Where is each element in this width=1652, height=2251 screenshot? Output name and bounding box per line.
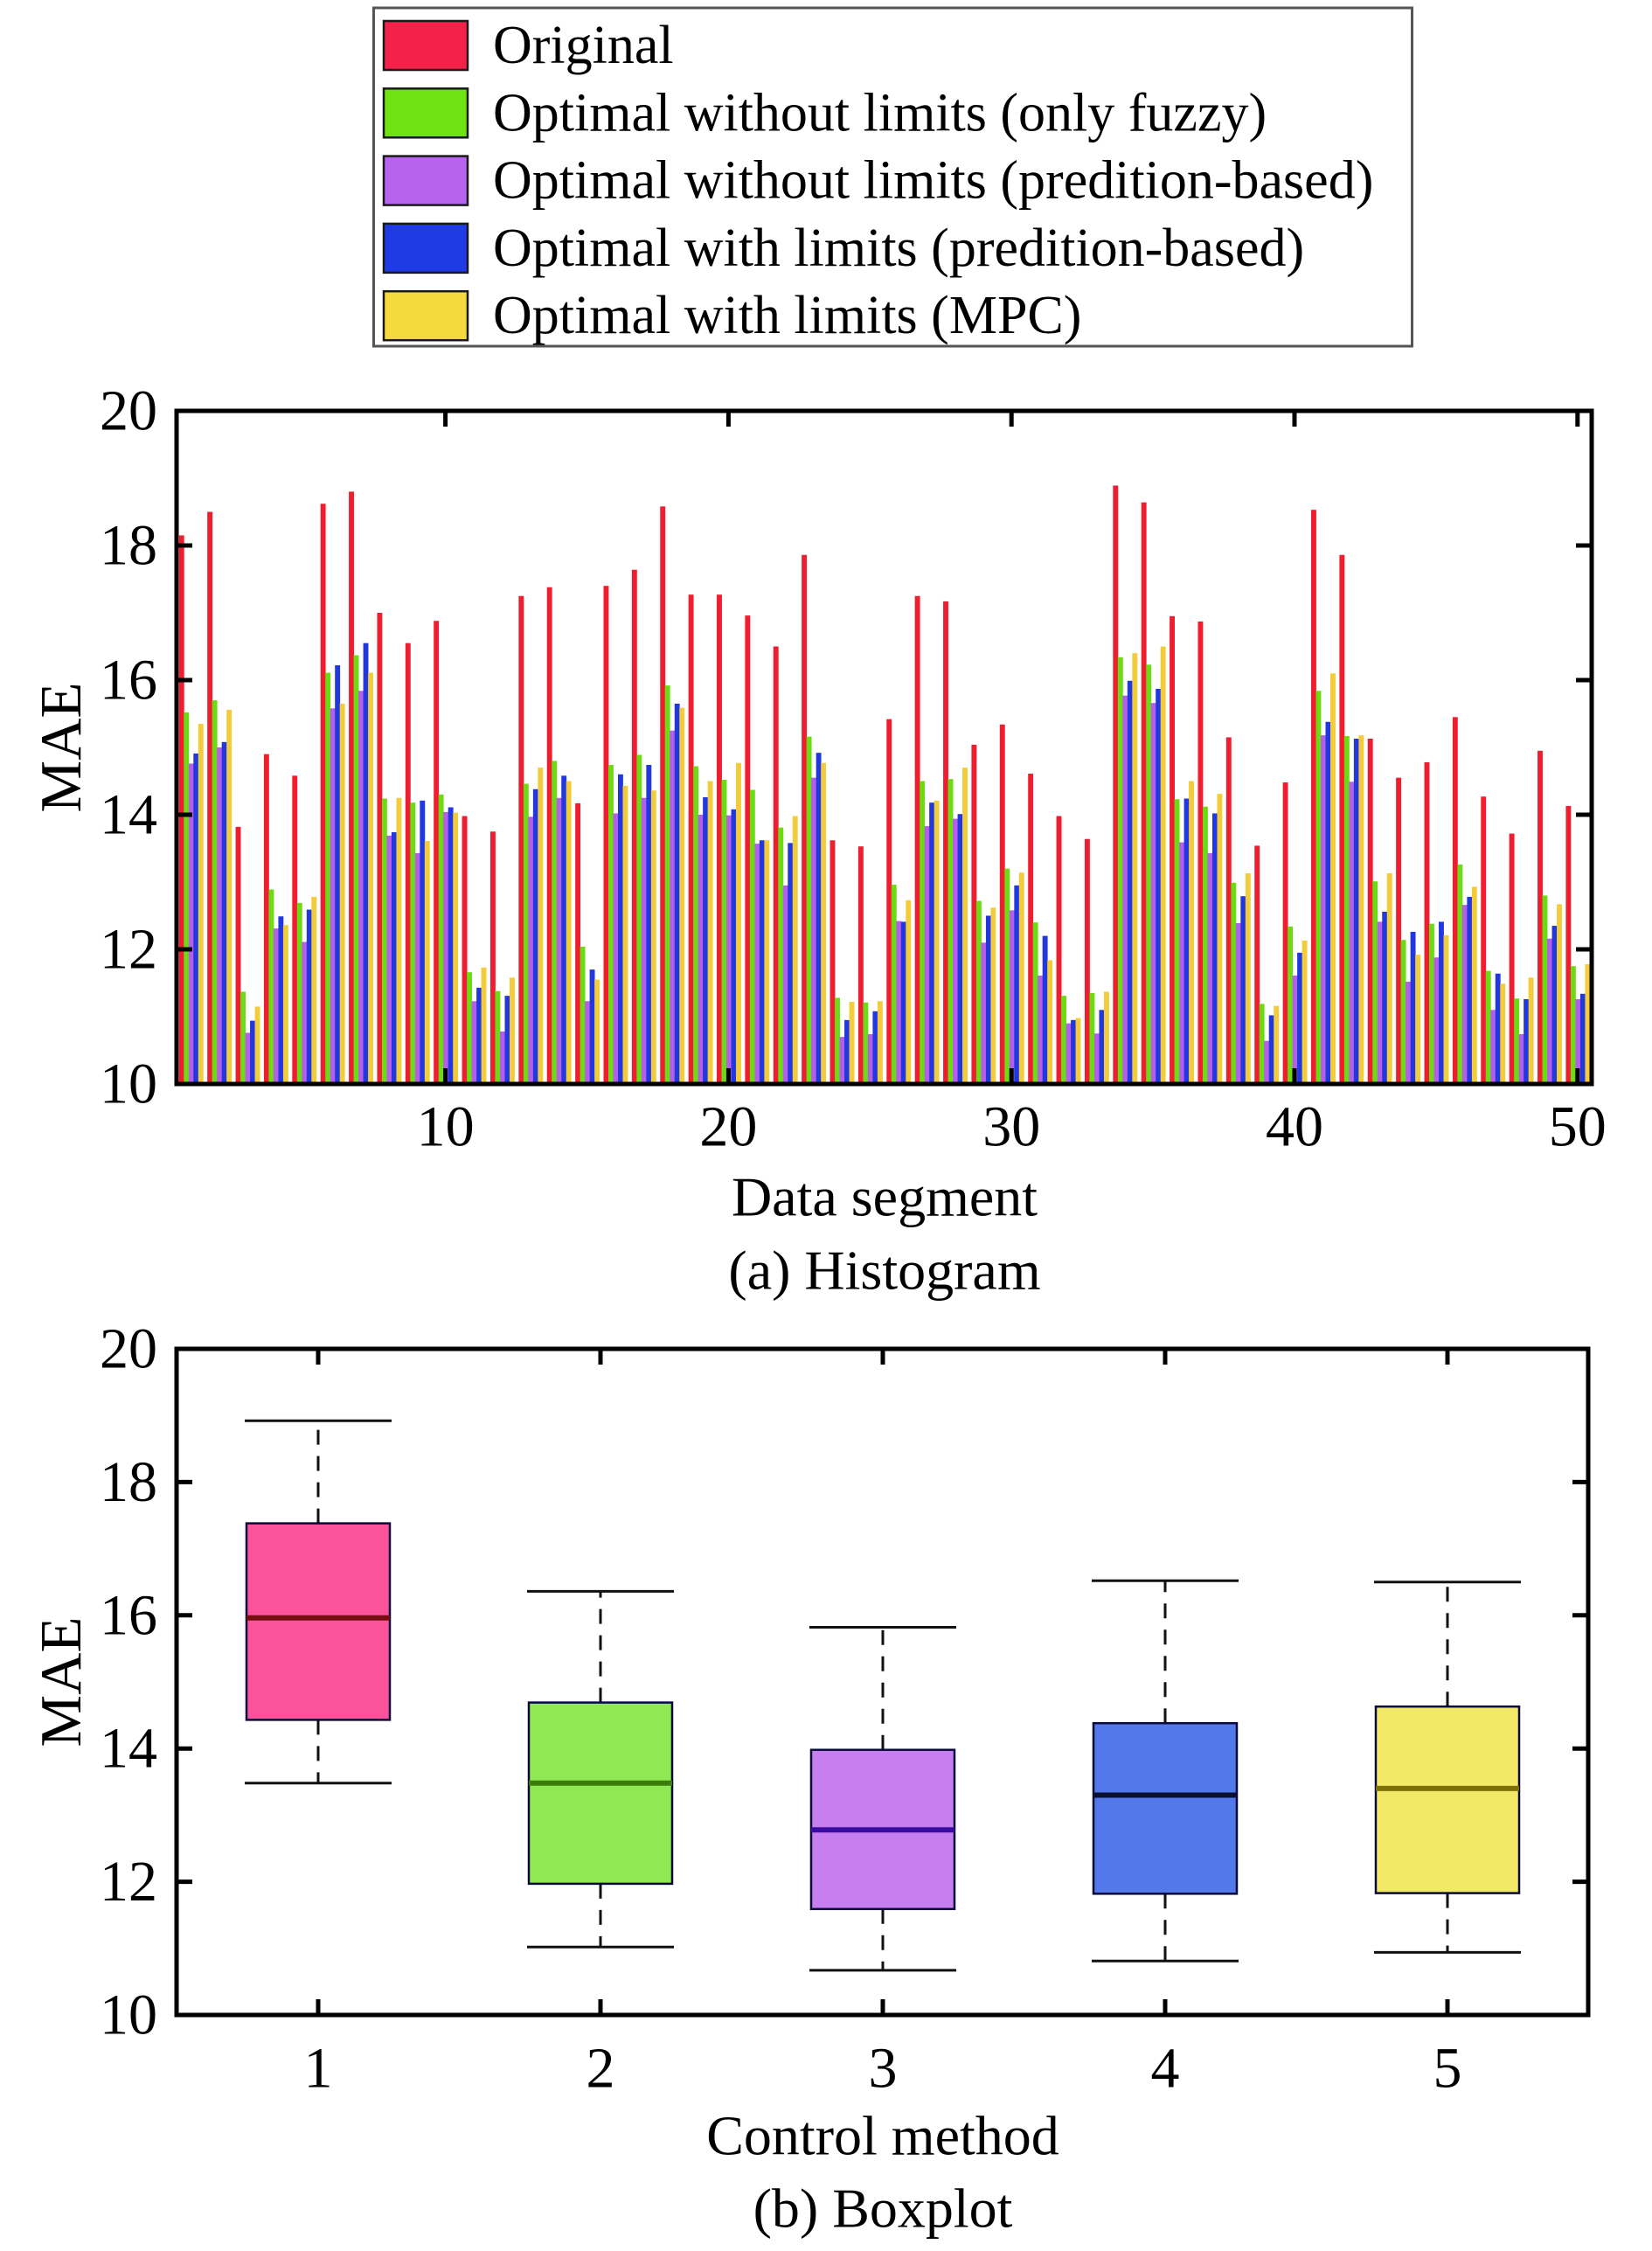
svg-text:Optimal without limits (predit: Optimal without limits (predition-based) — [493, 151, 1373, 211]
svg-text:(a) Histogram: (a) Histogram — [728, 1240, 1040, 1302]
svg-text:Optimal with limits (predition: Optimal with limits (predition-based) — [493, 219, 1304, 278]
svg-text:MAE: MAE — [29, 1617, 94, 1747]
svg-text:10: 10 — [100, 1984, 157, 2047]
svg-text:Original: Original — [493, 16, 674, 75]
svg-text:30: 30 — [982, 1095, 1040, 1159]
svg-text:16: 16 — [100, 1583, 157, 1647]
svg-text:Data segment: Data segment — [732, 1166, 1038, 1228]
svg-text:Optimal without limits (only f: Optimal without limits (only fuzzy) — [493, 83, 1267, 142]
svg-text:16: 16 — [100, 649, 157, 712]
svg-text:1: 1 — [304, 2037, 333, 2101]
svg-text:10: 10 — [100, 1053, 157, 1116]
svg-text:Optimal with limits (MPC): Optimal with limits (MPC) — [493, 286, 1081, 345]
svg-text:Control method: Control method — [706, 2105, 1059, 2167]
svg-text:40: 40 — [1266, 1095, 1323, 1159]
svg-text:10: 10 — [417, 1095, 475, 1159]
svg-text:18: 18 — [100, 1450, 157, 1514]
svg-text:2: 2 — [587, 2037, 615, 2101]
svg-text:20: 20 — [100, 1317, 157, 1381]
svg-text:20: 20 — [699, 1095, 757, 1159]
svg-text:4: 4 — [1151, 2037, 1180, 2101]
svg-text:14: 14 — [100, 1717, 157, 1781]
svg-text:12: 12 — [100, 918, 157, 982]
svg-text:3: 3 — [869, 2037, 898, 2101]
svg-text:(b) Boxplot: (b) Boxplot — [753, 2178, 1013, 2240]
svg-text:5: 5 — [1433, 2037, 1462, 2101]
svg-text:20: 20 — [100, 379, 157, 443]
svg-text:50: 50 — [1549, 1095, 1607, 1159]
svg-text:12: 12 — [100, 1850, 157, 1914]
svg-text:14: 14 — [100, 783, 157, 847]
svg-text:MAE: MAE — [29, 683, 94, 813]
svg-text:18: 18 — [100, 514, 157, 578]
